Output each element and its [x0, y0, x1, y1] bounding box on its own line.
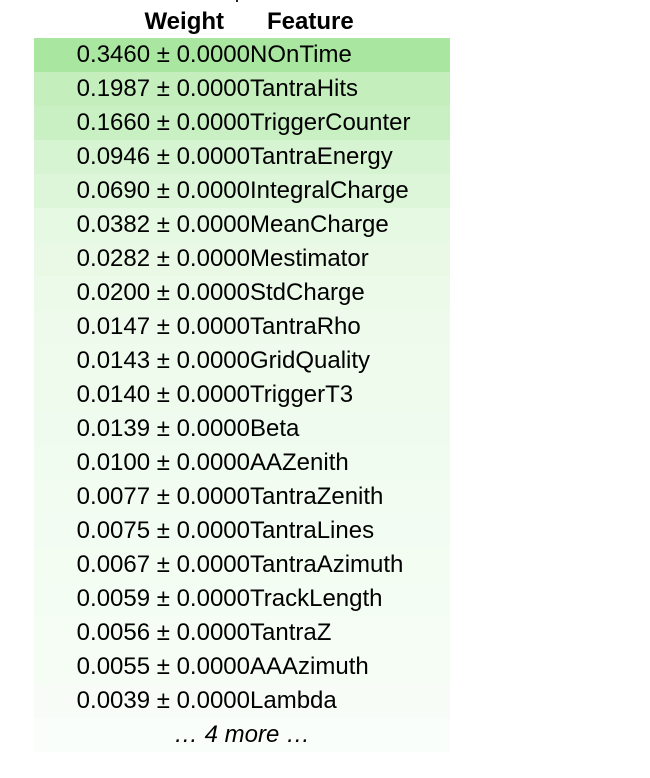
table-row: 0.0075 ± 0.0000 TantraLines: [34, 514, 450, 548]
weight-value: 0.0067 ± 0.0000: [76, 551, 250, 578]
feature-weights-table: Weight Feature 0.3460 ± 0.0000 NOnTime 0.1…: [34, 6, 450, 752]
table-row: 0.1660 ± 0.0000 TriggerCounter: [34, 106, 450, 140]
table-row: 0.0056 ± 0.0000 TantraZ: [34, 616, 450, 650]
table-row: 0.0139 ± 0.0000 Beta: [34, 412, 450, 446]
table-row: 0.0282 ± 0.0000 Mestimator: [34, 242, 450, 276]
weight-value: 0.0690 ± 0.0000: [76, 177, 250, 204]
feature-name: TantraZ: [250, 619, 332, 646]
top-edge-mark: [236, 0, 238, 2]
table-row: 0.0946 ± 0.0000 TantraEnergy: [34, 140, 450, 174]
weight-value: 0.0147 ± 0.0000: [76, 313, 250, 340]
feature-name: IntegralCharge: [250, 177, 409, 204]
weight-value: 0.0055 ± 0.0000: [76, 653, 250, 680]
weight-value: 0.1987 ± 0.0000: [76, 75, 250, 102]
feature-name: TriggerT3: [250, 381, 354, 408]
weight-value: 0.0100 ± 0.0000: [76, 449, 250, 476]
table-row: 0.0147 ± 0.0000 TantraRho: [34, 310, 450, 344]
weight-value: 0.0282 ± 0.0000: [76, 245, 250, 272]
feature-name: MeanCharge: [250, 211, 389, 238]
weight-value: 0.0200 ± 0.0000: [76, 279, 250, 306]
table-row: 0.3460 ± 0.0000 NOnTime: [34, 38, 450, 72]
more-rows-row: … 4 more …: [34, 718, 450, 752]
weight-value: 0.0039 ± 0.0000: [76, 687, 250, 714]
weight-value: 0.0143 ± 0.0000: [76, 347, 250, 374]
table-row: 0.0382 ± 0.0000 MeanCharge: [34, 208, 450, 242]
table-row: 0.0055 ± 0.0000 AAAzimuth: [34, 650, 450, 684]
weight-value: 0.3460 ± 0.0000: [76, 41, 250, 68]
feature-name: TantraRho: [250, 313, 361, 340]
table-row: 0.0143 ± 0.0000 GridQuality: [34, 344, 450, 378]
more-rows-text: … 4 more …: [34, 718, 450, 752]
table-row: 0.0077 ± 0.0000 TantraZenith: [34, 480, 450, 514]
feature-name: NOnTime: [250, 41, 352, 68]
feature-name: Mestimator: [250, 245, 369, 272]
feature-name: GridQuality: [250, 347, 371, 374]
table-row: 0.0100 ± 0.0000 AAZenith: [34, 446, 450, 480]
table-body: 0.3460 ± 0.0000 NOnTime 0.1987 ± 0.0000 Tan…: [34, 38, 450, 752]
table-row: 0.0200 ± 0.0000 StdCharge: [34, 276, 450, 310]
weight-value: 0.0139 ± 0.0000: [76, 415, 250, 442]
feature-name: TrackLength: [250, 585, 383, 612]
weight-value: 0.0075 ± 0.0000: [76, 517, 250, 544]
weight-value: 0.0077 ± 0.0000: [76, 483, 250, 510]
feature-name: AAZenith: [250, 449, 349, 476]
feature-name: AAAzimuth: [250, 653, 369, 680]
weight-value: 0.0382 ± 0.0000: [76, 211, 250, 238]
table-row: 0.0039 ± 0.0000 Lambda: [34, 684, 450, 718]
feature-name: Beta: [250, 415, 300, 442]
table-row: 0.0690 ± 0.0000 IntegralCharge: [34, 174, 450, 208]
feature-name: TriggerCounter: [250, 109, 411, 136]
weight-column-header: Weight: [144, 8, 224, 35]
feature-name: TantraHits: [250, 75, 359, 102]
feature-name: TantraZenith: [250, 483, 384, 510]
table-row: 0.0059 ± 0.0000 TrackLength: [34, 582, 450, 616]
weight-value: 0.0056 ± 0.0000: [76, 619, 250, 646]
table-header-row: Weight Feature: [34, 6, 450, 38]
weight-value: 0.1660 ± 0.0000: [76, 109, 250, 136]
feature-name: TantraLines: [250, 517, 375, 544]
feature-name: TantraEnergy: [250, 143, 393, 170]
feature-name: StdCharge: [250, 279, 365, 306]
table-row: 0.0140 ± 0.0000 TriggerT3: [34, 378, 450, 412]
feature-name: Lambda: [250, 687, 337, 714]
weight-value: 0.0140 ± 0.0000: [76, 381, 250, 408]
feature-name: TantraAzimuth: [250, 551, 404, 578]
weight-value: 0.0059 ± 0.0000: [76, 585, 250, 612]
table-row: 0.1987 ± 0.0000 TantraHits: [34, 72, 450, 106]
table-row: 0.0067 ± 0.0000 TantraAzimuth: [34, 548, 450, 582]
feature-column-header: Feature: [267, 8, 354, 35]
weight-value: 0.0946 ± 0.0000: [76, 143, 250, 170]
